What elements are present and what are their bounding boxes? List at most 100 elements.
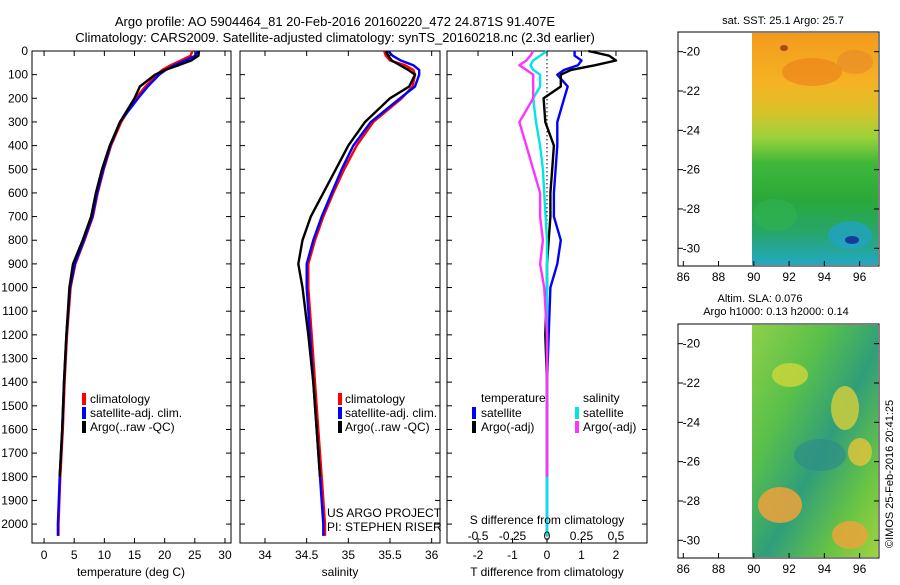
series-line-climatology (57, 50, 194, 536)
x-tick-label: 2 (613, 548, 620, 562)
depth-tick-label: 900 (8, 257, 28, 271)
sla-map-title-line-2: Argo h1000: 0.13 h2000: 0.14 (703, 306, 849, 318)
depth-tick-label: 1500 (1, 399, 28, 413)
sla-high-patch (772, 363, 808, 387)
map-lat-label: -30 (683, 241, 701, 255)
depth-tick-label: 0 (21, 44, 28, 58)
depth-tick-label: 1300 (1, 352, 28, 366)
map-lon-label: 92 (782, 562, 796, 576)
depth-tick-label: 300 (8, 115, 28, 129)
series-line-argo-raw-qc- (297, 50, 417, 477)
depth-tick-label: 600 (8, 186, 28, 200)
map-lon-label: 94 (818, 270, 832, 284)
series-line-satellite-adj-clim- (56, 50, 199, 536)
temperature-panel-frame (31, 50, 232, 544)
sst-warm-patch (837, 50, 873, 74)
map-lat-label: -20 (683, 337, 701, 351)
depth-tick-label: 2000 (1, 517, 28, 531)
sla-map-ticks: -20 -22 -24 -26 -28 -30 86 88 90 92 94 96 (677, 337, 879, 576)
map-lat-label: -28 (683, 494, 701, 508)
legend-label-sal-satellite: satellite (583, 406, 624, 420)
x-tick-label: 35.5 (378, 548, 402, 562)
map-lat-label: -30 (683, 533, 701, 547)
depth-tick-label: 1200 (1, 328, 28, 342)
salinity-legend: climatology satellite-adj. clim. Argo(..… (327, 392, 442, 534)
x-tick-label: 25 (188, 548, 202, 562)
series-line-salinity-argo-adj- (518, 50, 549, 477)
legend-label-argo: Argo(..raw -QC) (345, 420, 430, 434)
depth-tick-label: 800 (8, 233, 28, 247)
legend-heading-salinity: salinity (583, 391, 620, 405)
x-tick-label: 34.5 (295, 548, 319, 562)
x-tick-label: 30 (218, 548, 232, 562)
x-tick-label: 5 (71, 548, 78, 562)
map-lon-label: 92 (782, 270, 796, 284)
legend-label-temp-argo: Argo(-adj) (481, 420, 534, 434)
imos-timestamp: ©IMOS 25-Feb-2016 20:41:25 (884, 400, 896, 548)
series-line-climatology (307, 50, 417, 536)
depth-tick-label: 200 (8, 91, 28, 105)
x-tick-label: 34 (258, 548, 272, 562)
legend-label-satellite: satellite-adj. clim. (90, 406, 182, 420)
project-note-line-2: PI: STEPHEN RISER (327, 520, 442, 534)
depth-tick-label: 100 (8, 68, 28, 82)
legend-label-sal-argo: Argo(-adj) (583, 420, 636, 434)
legend-swatch-satellite (338, 407, 342, 419)
depth-tick-label: 1600 (1, 422, 28, 436)
sst-hot-spot (780, 45, 788, 51)
map-lon-label: 86 (677, 270, 691, 284)
depth-tick-label: 1900 (1, 493, 28, 507)
series-line-argo-raw-qc- (58, 50, 201, 477)
map-lat-label: -22 (683, 84, 701, 98)
x-tick-label: -2 (473, 548, 484, 562)
map-lat-label: -26 (683, 455, 701, 469)
x-tick-label: 10 (98, 548, 112, 562)
legend-swatch-argo (338, 421, 342, 433)
sla-high-patch (831, 386, 859, 430)
map-lon-label: 90 (747, 562, 761, 576)
depth-tick-label: 1400 (1, 375, 28, 389)
x-tick-label: 36 (425, 548, 439, 562)
map-lat-label: -26 (683, 163, 701, 177)
sst-green-patch (753, 199, 797, 231)
legend-label-temp-satellite: satellite (481, 406, 522, 420)
difference-legend: temperature satellite Argo(-adj) salinit… (472, 391, 636, 434)
legend-swatch-temp-satellite (472, 407, 476, 419)
map-lat-label: -22 (683, 376, 701, 390)
x-tick-label: 1 (578, 548, 585, 562)
map-lat-label: -24 (683, 123, 701, 137)
temperature-xlabel: temperature (deg C) (77, 565, 185, 579)
sla-high-patch (758, 487, 802, 523)
depth-tick-label: 700 (8, 210, 28, 224)
legend-swatch-sal-satellite (575, 407, 579, 419)
legend-label-argo: Argo(..raw -QC) (90, 420, 175, 434)
sst-cool-patch (828, 221, 872, 249)
depth-tick-label: 1800 (1, 470, 28, 484)
depth-tick-label: 1000 (1, 281, 28, 295)
salinity-diff-tick-label: -0.25 (499, 529, 527, 543)
map-lon-label: 86 (677, 562, 691, 576)
depth-tick-label: 1100 (2, 304, 28, 318)
title-line-2: Climatology: CARS2009. Satellite-adjuste… (75, 30, 595, 45)
plot-layer (56, 49, 618, 536)
legend-swatch-climatology (82, 393, 86, 405)
sst-map-ticks: -20 -22 -24 -26 -28 -30 86 88 90 92 94 96 (677, 45, 879, 284)
salinity-diff-tick-label: 0.25 (570, 529, 594, 543)
legend-swatch-temp-argo (472, 421, 476, 433)
legend-label-climatology: climatology (90, 392, 150, 406)
legend-swatch-climatology (338, 393, 342, 405)
difference-xlabel-top: S difference from climatology (470, 513, 625, 527)
map-lon-label: 90 (747, 270, 761, 284)
map-lat-label: -24 (683, 415, 701, 429)
depth-tick-label: 500 (8, 162, 28, 176)
sla-low-patch (794, 439, 846, 471)
sla-high-patch (848, 438, 872, 466)
x-tick-label: 35 (342, 548, 356, 562)
legend-label-satellite: satellite-adj. clim. (345, 406, 437, 420)
depth-tick-label: 400 (8, 139, 28, 153)
depth-axis: 0 100 200 300 400 500 600 700 800 900 1000 1100 1200… (1, 44, 647, 531)
sla-map-title-line-1: Altim. SLA: 0.076 (718, 293, 803, 305)
salinity-diff-tick-label: -0.5 (468, 529, 489, 543)
x-tick-label: 0 (544, 548, 551, 562)
map-lon-label: 96 (853, 270, 867, 284)
